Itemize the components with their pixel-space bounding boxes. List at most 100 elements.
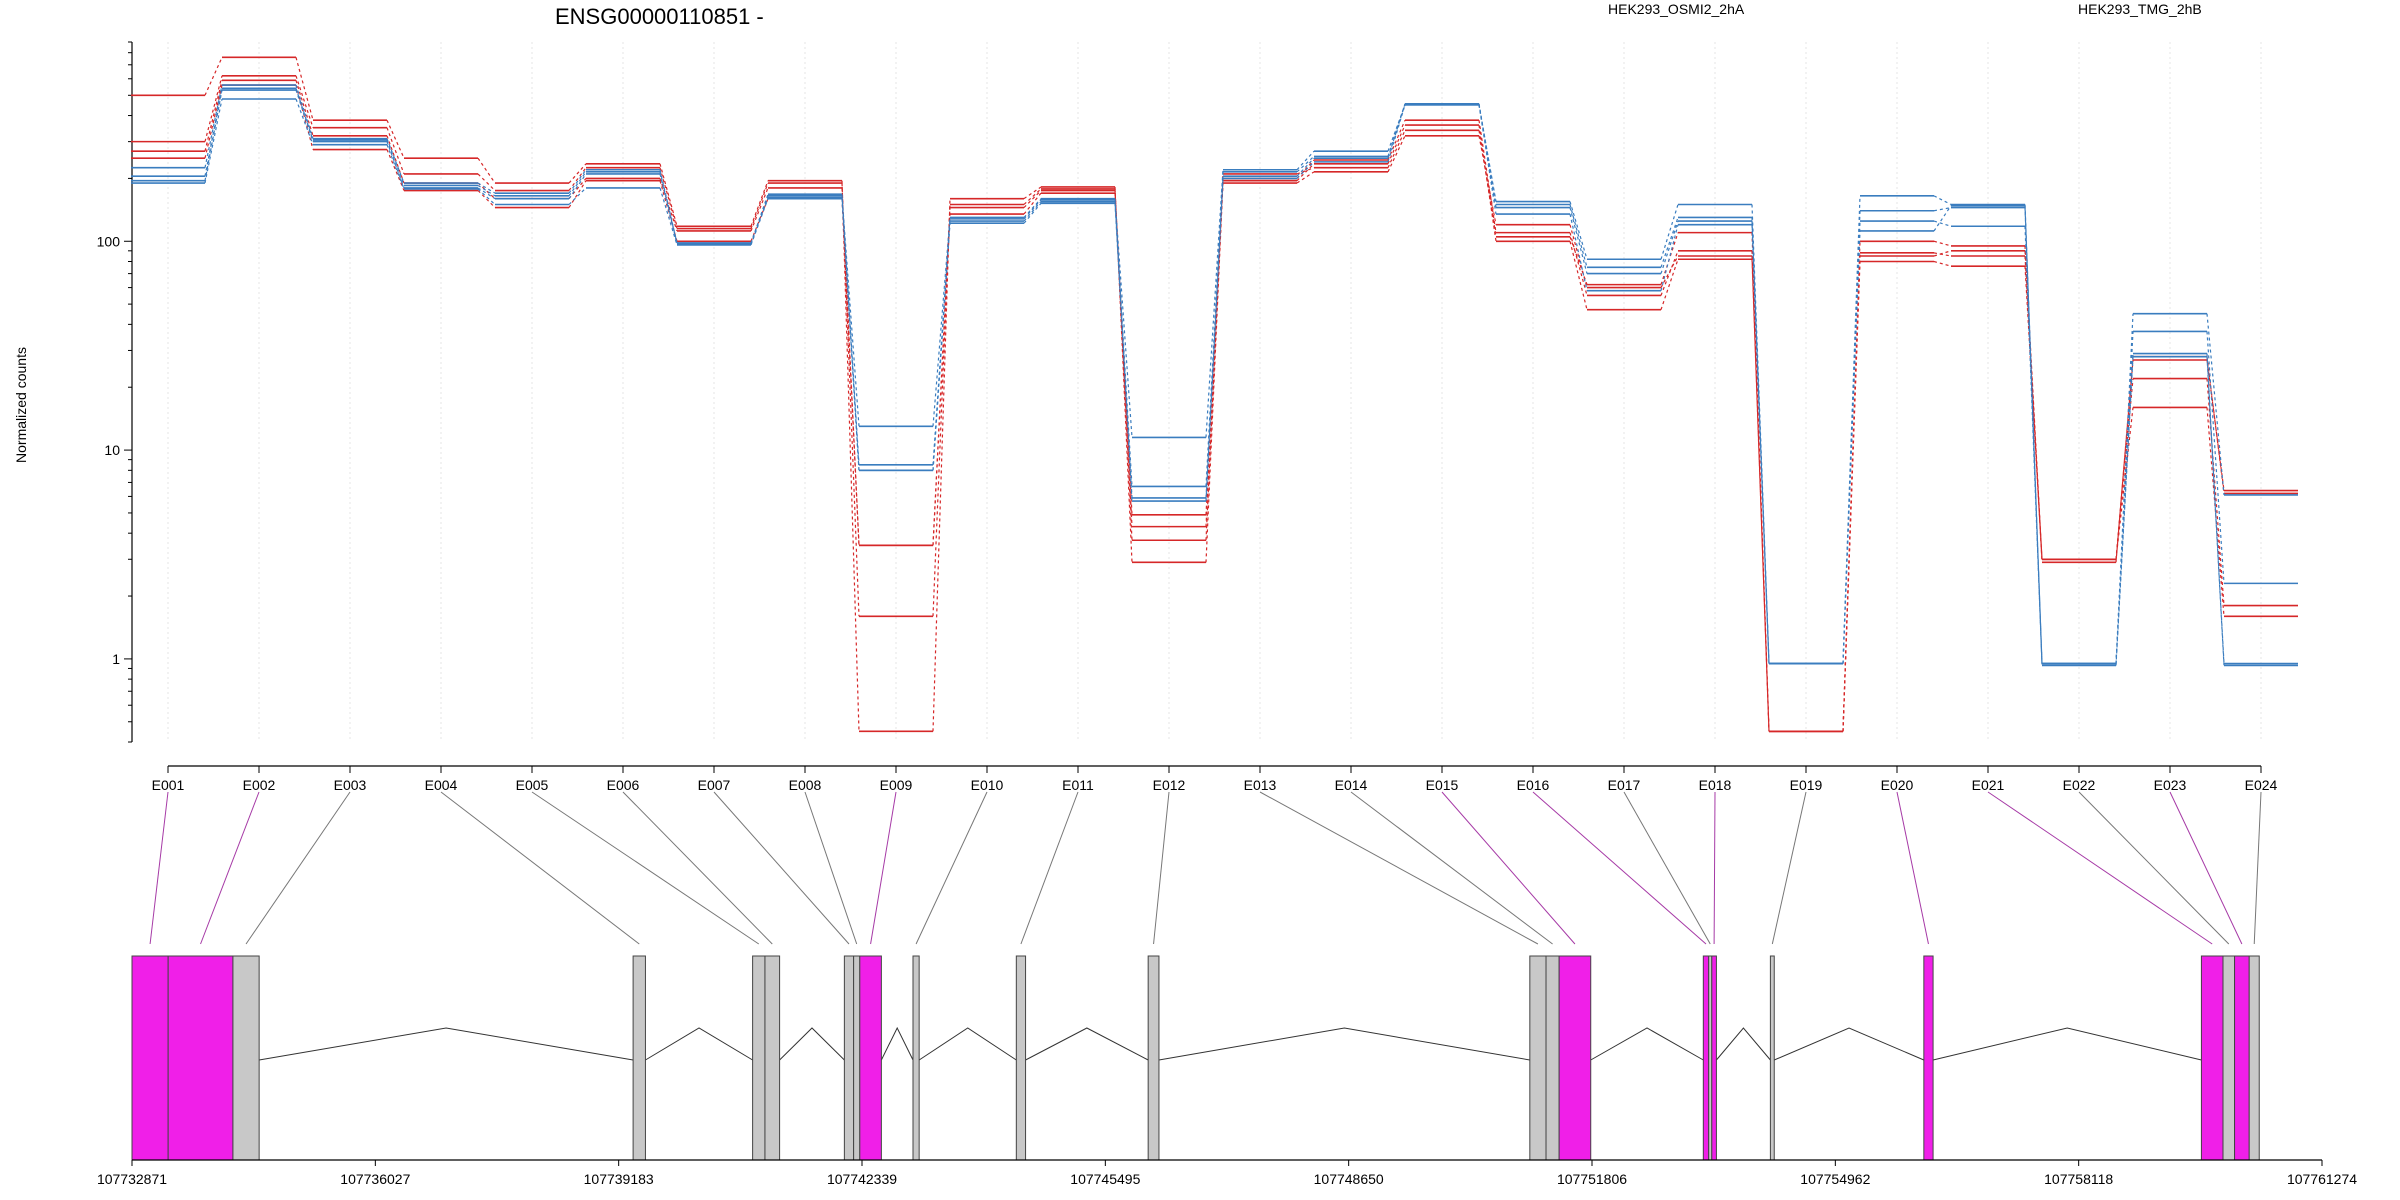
x-tick-label: E024 [2245,777,2278,793]
exon-connector-segment [1660,232,1679,285]
exon-box [1558,955,1592,1161]
exon-connector-segment [1114,198,1133,438]
position-tick-label: 107748650 [1314,1171,1384,1187]
exon-connector-segment [659,173,678,245]
exon-connector-segment [477,188,496,205]
exon-connector-segment [204,89,223,181]
x-tick-label: E023 [2154,777,2187,793]
genomic-position-axis: 107732871 107736027 107739183 107742339 1077… [97,1159,2357,1187]
exon-connector-segment [1387,104,1406,163]
exon-box [912,955,920,1161]
exon-connector-segment [295,75,314,128]
series-layer [131,56,2298,733]
exon-connector-segment [2206,313,2225,495]
exon-connector-segment [1569,213,1588,291]
exon-connector-segment [1569,201,1588,260]
y-axis-label: Normalized counts [13,347,29,463]
exon-connector [531,791,760,945]
exon-box [1529,955,1547,1161]
intron-line [1716,1027,1771,1061]
exon-connector-segment [1296,150,1315,171]
exon-connector-segment [1751,255,1770,732]
exon-connector-segment [1569,224,1588,288]
exon-connector-segment [2206,378,2225,606]
series-line [131,84,2298,733]
exon-connector-lines [149,791,2262,945]
intron-line [880,1026,914,1061]
intron-line [1158,1027,1530,1061]
exon-connector-segment [204,98,223,184]
x-tick-label: E007 [698,777,731,793]
exon-connector-segment [1569,207,1588,274]
y-tick-label: 1 [112,651,120,667]
exon-connector-segment [477,190,496,208]
exon-connector-segment [2206,331,2225,584]
exon-box [1015,955,1027,1161]
exon-connector-segment [932,198,951,732]
exon-connector-segment [1842,252,1861,732]
exon-connector [1896,791,1929,945]
x-tick-label: E015 [1426,777,1459,793]
exon-connector-segment [1933,260,1952,267]
x-tick-label: E010 [971,777,1004,793]
exon-connector-segment [568,163,587,184]
exon-connector [1020,791,1079,945]
x-tick-label: E018 [1699,777,1732,793]
exon-connector-segment [1842,230,1861,664]
exon-connector [713,791,850,945]
position-tick-label: 107745495 [1070,1171,1140,1187]
x-tick-label: E022 [2063,777,2096,793]
exon-connector [1441,791,1576,945]
exon-connector-segment [1023,202,1042,224]
exon-connector-segment [477,157,496,184]
exon-connector-segment [750,182,769,229]
position-tick-label: 107751806 [1557,1171,1627,1187]
exon-box [1545,955,1560,1161]
x-tick-label: E013 [1244,777,1277,793]
exon-connector-segment [386,127,405,175]
exon-connector-segment [750,180,769,227]
exon-connector-segment [386,135,405,184]
exon-connector-segment [659,171,678,244]
series-line [131,79,2298,733]
exon-box [2222,955,2236,1161]
gene-model [131,955,2260,1161]
exon-connector-segment [1569,236,1588,285]
exon-box [853,955,861,1161]
exon-box [752,955,766,1161]
x-tick-label: E002 [243,777,276,793]
x-tick-label: E019 [1790,777,1823,793]
exon-connector-segment [2024,250,2043,563]
exon-connector-segment [477,173,496,191]
exon-connector-segment [1023,190,1042,208]
exon-box [232,955,260,1161]
exon-connector-segment [1751,221,1770,664]
exon-connector [440,791,640,945]
exon-connector [804,791,858,945]
exon-connector-segment [1296,155,1315,173]
x-tick-label: E016 [1517,777,1550,793]
y-tick-label: 100 [97,233,121,249]
exon-connector [1259,791,1539,945]
legend-entry-osmi2: HEK293_OSMI2_2hA [1608,1,1745,17]
exon-box [2200,955,2224,1161]
intron-line [1590,1027,1704,1061]
position-tick-label: 107758118 [2044,1171,2113,1187]
exon-connector-segment [1660,220,1679,274]
exon-connector [915,791,988,945]
position-tick-label: 107754962 [1800,1171,1870,1187]
x-tick-label: E021 [1972,777,2005,793]
x-tick-label: E009 [880,777,913,793]
exon-connector-segment [750,198,769,246]
series-line [131,89,2298,665]
exon-connector [2169,791,2243,945]
exon-connector-segment [2115,356,2134,563]
exon-connector-segment [568,169,587,194]
exon-connector-segment [1660,224,1679,291]
exon-connector-segment [1660,204,1679,260]
position-tick-label: 107732871 [97,1171,167,1187]
exon-box [1711,955,1717,1161]
intron-line [645,1027,753,1061]
exon-connector-segment [568,178,587,200]
intron-line [779,1027,845,1061]
